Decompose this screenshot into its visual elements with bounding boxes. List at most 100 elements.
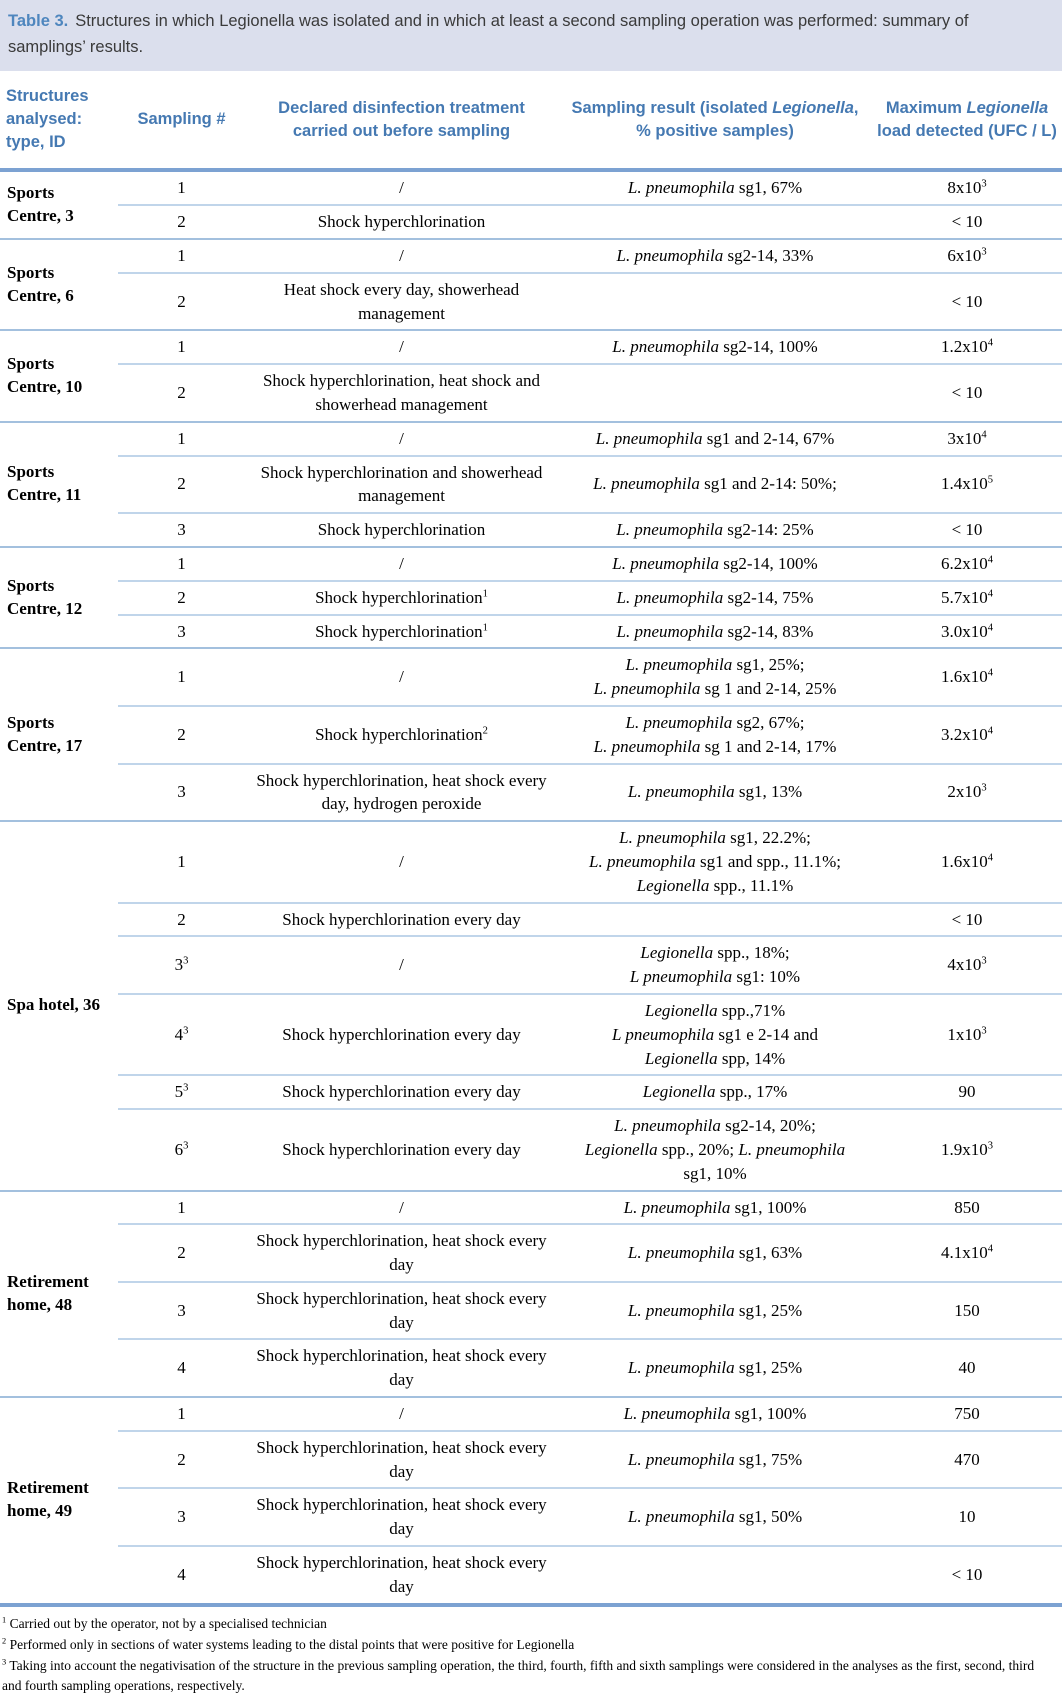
footnote: 2 Performed only in sections of water sy…: [2, 1636, 575, 1652]
cell-result: L. pneumophila sg1, 13%: [558, 762, 872, 822]
structure-group: Sports Centre, 3 1 / L. pneumophila sg1, 67…: [0, 170, 1062, 239]
cell-structure: Sports Centre, 11: [7, 462, 82, 505]
result-line: L. pneumophila sg2-14: 25%: [616, 520, 814, 540]
cell-sampling-number: 1: [177, 1197, 186, 1217]
result-line: L. pneumophila sg1, 25%: [627, 1300, 803, 1320]
cell-treatment: /: [399, 851, 404, 871]
cell-max-load: < 10: [872, 204, 1062, 239]
result-line: L. pneumophila sg1, 13%: [627, 782, 803, 802]
result-line: Legionella spp., 17%: [642, 1082, 788, 1102]
cell-treatment: /: [399, 1197, 404, 1217]
footnote: 3 Taking into account the negativisation…: [2, 1657, 1035, 1694]
result-line: L. pneumophila sg1 and spp., 11.1%;: [588, 851, 841, 871]
result-line: L. pneumophila sg 1 and 2-14, 17%: [593, 736, 837, 756]
table-row: 2 Heat shock every day, showerhead manage…: [0, 271, 1062, 331]
cell-sampling-number: 1: [177, 428, 186, 448]
structure-group: Spa hotel, 36 1/L. pneumophila sg1, 22.2%…: [0, 821, 1062, 1191]
table-row: 2 Shock hyperchlorination1 L. pneumophila …: [0, 579, 1062, 615]
cell-sampling-number: 2: [118, 204, 245, 239]
cell-treatment: /: [399, 246, 404, 265]
cell-structure: Retirement home, 49: [7, 1478, 89, 1521]
result-line: L. pneumophila sg1, 50%: [627, 1507, 803, 1527]
structure-group: Sports Centre, 17 1 / L. pneumophila sg1, 2…: [0, 648, 1062, 822]
cell-result: L. pneumophila sg2-14, 83%: [558, 613, 872, 649]
cell-structure: Retirement home, 48: [7, 1271, 89, 1314]
table-row: 2 Shock hyperchlorination and showerhead …: [0, 454, 1062, 514]
cell-sampling-number: 3: [118, 1280, 245, 1340]
cell-structure: Sports Centre, 10: [7, 354, 83, 397]
table-row: Sports Centre, 6 1 / L. pneumophila sg2-14,…: [0, 239, 1062, 305]
cell-max-load: 4x103: [872, 935, 1062, 994]
table-row: 33/ Legionella spp., 18%; L pneumophila sg…: [0, 935, 1062, 994]
cell-treatment: Shock hyperchlorination1: [245, 613, 558, 649]
table-row: Spa hotel, 36 1/L. pneumophila sg1, 22.2%…: [0, 821, 1062, 1014]
cell-result: L. pneumophila sg1 and 2-14, 67%: [558, 422, 872, 456]
cell-sampling-number: 1: [177, 667, 186, 687]
result-line: L. pneumophila sg1, 22.2%;: [619, 828, 811, 848]
result-line: L. pneumophila sg2-14, 20%;: [614, 1116, 816, 1136]
result-line: Legionella spp., 18%;: [640, 943, 790, 963]
cell-max-load: < 10: [872, 512, 1062, 547]
structure-group: Sports Centre, 12 1 / L. pneumophila sg2-14…: [0, 546, 1062, 649]
cell-max-load: 40: [872, 1338, 1062, 1398]
cell-max-load: 10: [872, 1487, 1062, 1547]
cell-result: L. pneumophila sg1, 25%: [558, 1280, 872, 1340]
cell-result: L. pneumophila sg1, 22.2%; L. pneumophila…: [558, 821, 872, 902]
table-header: Structures analysed: type, ID Sampling # D…: [0, 77, 1062, 173]
cell-max-load: 150: [872, 1280, 1062, 1340]
result-line: L pneumophila sg1: 10%: [629, 967, 801, 987]
cell-treatment: Shock hyperchlorination, heat shock ever…: [245, 1338, 558, 1398]
cell-treatment: Heat shock every day, showerhead managem…: [245, 271, 558, 331]
table-caption-label: Table 3.: [8, 12, 69, 30]
cell-treatment: Shock hyperchlorination, heat shock ever…: [245, 1223, 558, 1282]
cell-sampling-number: 1: [177, 851, 186, 871]
cell-result: [558, 363, 872, 422]
table-row: 2 Shock hyperchlorination, heat shock eve…: [0, 1429, 1062, 1489]
column-header-treatment: Declared disinfection treatment carried …: [245, 77, 558, 173]
cell-max-load: 6.2x104: [940, 553, 993, 573]
table-row: Sports Centre, 17 1 / L. pneumophila sg1, 2…: [0, 648, 1062, 754]
cell-sampling-number: 2: [118, 901, 245, 937]
result-line: L. pneumophila sg2-14, 100%: [612, 337, 818, 357]
cell-result: L. pneumophila sg2-14: 25%: [558, 512, 872, 547]
result-line: L. pneumophila sg1, 63%: [627, 1243, 803, 1263]
cell-treatment: Shock hyperchlorination every day: [245, 1108, 558, 1191]
cell-treatment: Shock hyperchlorination2: [245, 704, 558, 764]
table-caption-text: Structures in which Legionella was isola…: [8, 12, 969, 56]
column-header-sampling: Sampling #: [118, 77, 245, 173]
cell-treatment: Shock hyperchlorination, heat shock ever…: [245, 1280, 558, 1340]
cell-result: [558, 204, 872, 239]
cell-structure: Sports Centre, 3: [7, 183, 74, 226]
column-header-load: Maximum Legionella load detected (UFC / …: [872, 77, 1062, 173]
result-line: Legionella spp, 14%: [644, 1048, 786, 1068]
structure-group: Sports Centre, 6 1 / L. pneumophila sg2-14,…: [0, 239, 1062, 331]
table-caption: Table 3. Structures in which Legionella w…: [0, 0, 1062, 72]
table-row: 3 Shock hyperchlorination1 L. pneumophila …: [0, 613, 1062, 649]
cell-max-load: 3.0x104: [872, 613, 1062, 649]
cell-treatment: /: [399, 428, 404, 448]
cell-result: [558, 1545, 872, 1605]
footnotes: 1 Carried out by the operator, not by a …: [0, 1607, 1062, 1703]
cell-result: L. pneumophila sg2-14, 100%: [558, 330, 872, 364]
cell-sampling-number: 1: [177, 246, 186, 265]
cell-result: L. pneumophila sg1, 100%: [558, 1191, 872, 1225]
cell-treatment: Shock hyperchlorination: [245, 204, 558, 239]
cell-sampling-number: 53: [118, 1074, 245, 1110]
table-row: Sports Centre, 12 1 / L. pneumophila sg2-14…: [0, 547, 1062, 618]
table-row: 3 Shock hyperchlorination L. pneumophila s…: [0, 512, 1062, 547]
cell-max-load: 3x104: [947, 428, 987, 448]
cell-max-load: 4.1x104: [872, 1223, 1062, 1282]
cell-result: Legionella spp.,71% L pneumophila sg1 e 2…: [558, 992, 872, 1076]
cell-result: [558, 271, 872, 331]
table-row: 2 Shock hyperchlorination, heat shock and…: [0, 363, 1062, 422]
table-row: 2 Shock hyperchlorination2 L. pneumophila …: [0, 704, 1062, 764]
cell-sampling-number: 1: [177, 1404, 186, 1424]
cell-treatment: Shock hyperchlorination, heat shock ever…: [245, 1545, 558, 1605]
results-table: Structures analysed: type, ID Sampling # D…: [0, 77, 1062, 1607]
result-line: L pneumophila sg1 e 2-14 and: [611, 1024, 819, 1044]
cell-result: L. pneumophila sg1, 75%: [558, 1429, 872, 1489]
cell-max-load: 6x103: [947, 246, 987, 265]
cell-sampling-number: 2: [118, 363, 245, 422]
cell-result: Legionella spp., 17%: [558, 1074, 872, 1110]
cell-treatment: /: [399, 553, 404, 573]
